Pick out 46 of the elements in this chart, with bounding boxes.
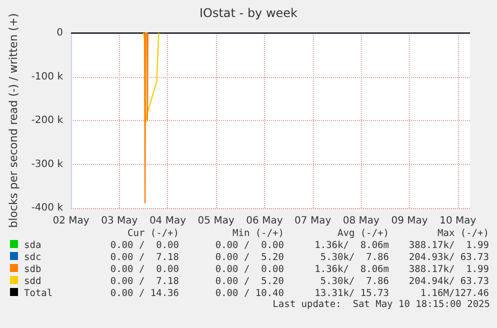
y-tick-label: -100 k bbox=[31, 71, 64, 82]
y-axis-title: blocks per second read (-) / written (+) bbox=[7, 13, 20, 228]
x-tick-label: 09 May bbox=[391, 216, 428, 226]
legend-label: Total bbox=[23, 287, 54, 299]
text: 0.00 / 0.00 bbox=[214, 239, 284, 251]
text: 1.36k/ 8.06m bbox=[314, 239, 389, 251]
text: 0.00 / 5.20 bbox=[214, 275, 284, 287]
text: 204.93k/ 63.73 bbox=[408, 251, 489, 263]
x-tick-label: 10 May bbox=[440, 216, 476, 226]
text: Cur (-/+) bbox=[126, 227, 179, 239]
y-tick-label: -400 k bbox=[31, 202, 64, 214]
text: 0.00 / 0.00 bbox=[214, 263, 284, 275]
text: 1.36k/ 8.06m bbox=[314, 263, 389, 275]
y-tick-label: -300 k bbox=[31, 158, 64, 170]
text: 5.30k/ 7.86 bbox=[319, 275, 389, 287]
text: 13.31k/ 15.73 bbox=[314, 287, 389, 299]
text: 0.00 / 0.00 bbox=[109, 263, 179, 275]
text: 0.00 / 5.20 bbox=[214, 251, 284, 263]
x-tick-label: 02 May bbox=[52, 216, 90, 226]
text: 0.00 / 7.18 bbox=[109, 275, 179, 287]
text: Avg (-/+) bbox=[336, 227, 389, 239]
x-tick-label: 07 May bbox=[294, 216, 332, 226]
x-tick-label: 04 May bbox=[149, 216, 186, 226]
text: 0.00 / 10.40 bbox=[214, 287, 284, 299]
legend-label: sda bbox=[23, 239, 42, 251]
legend-label: sdb bbox=[23, 263, 42, 275]
x-tick-label: 03 May bbox=[101, 216, 138, 226]
text: Max (-/+) bbox=[436, 227, 489, 239]
text: 388.17k/ 1.99 bbox=[408, 239, 489, 251]
text: 0.00 / 0.00 bbox=[109, 239, 179, 251]
text: 0.00 / 14.36 bbox=[109, 287, 179, 299]
text: Min (-/+) bbox=[232, 227, 284, 239]
x-tick-label: 06 May bbox=[246, 216, 283, 226]
text: 5.30k/ 7.86 bbox=[319, 251, 389, 263]
legend-label: sdd bbox=[23, 275, 42, 287]
text: 204.94k/ 63.73 bbox=[408, 275, 489, 287]
text: Last update: Sat May 10 18:15:00 2025 bbox=[272, 299, 490, 310]
x-tick-label: 05 May bbox=[198, 216, 234, 226]
text: 0.00 / 7.18 bbox=[109, 251, 179, 263]
legend-label: sdc bbox=[23, 251, 42, 263]
y-tick-label: -200 k bbox=[31, 115, 64, 126]
x-tick-label: 08 May bbox=[342, 216, 380, 226]
y-tick-label: 0 bbox=[56, 28, 63, 38]
text: 1.16M/127.46 bbox=[419, 287, 489, 299]
text: 388.17k/ 1.99 bbox=[408, 263, 489, 275]
chart-title: IOstat - by week bbox=[199, 6, 298, 20]
